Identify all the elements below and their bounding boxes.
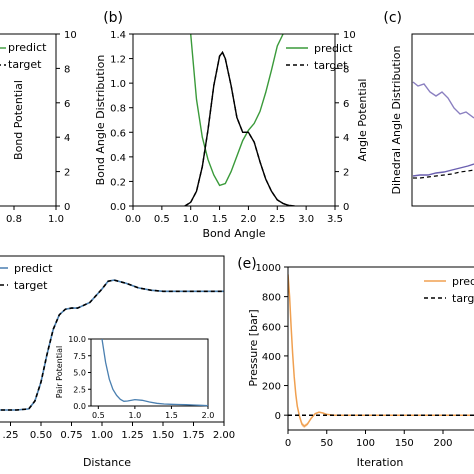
panel-e-y-tick-label: 800 [262, 293, 281, 304]
panel-d-x-tick-label: 0.75 [60, 430, 82, 441]
panel-b-x-tick-label: 1.0 [183, 214, 199, 225]
panel-a-right-tick-label: 2 [64, 168, 70, 179]
panel-b-legend-label-0: predict [314, 42, 353, 55]
panel-d-x-tick-label: 2.00 [213, 430, 235, 441]
panel-d-frame [0, 255, 225, 423]
panel-c-series-blue-line [412, 163, 474, 177]
panel-d-inset-x-tick-label: 1.0 [129, 411, 142, 420]
panel-d-legend-label-1: target [14, 279, 48, 292]
panel-e-predict-band [288, 269, 474, 429]
panel-a-right-tick-label: 0 [64, 202, 70, 213]
panel-d-x-tick-label: .25 [3, 430, 19, 441]
panel-a-right-tick-label: 10 [64, 30, 77, 41]
panel-c-series-purple-line [412, 81, 474, 119]
panel-b-y-tick-label: 0.6 [110, 128, 126, 139]
panel-b-x-tick-label: 0.5 [154, 214, 170, 225]
panel-b-y-tick-label: 1.2 [110, 55, 126, 66]
panel-b-x-tick-label: 2.5 [269, 214, 285, 225]
panel-a-x-tick-label: 0.8 [6, 214, 22, 225]
panel-b-right-ylabel: Angle Potential [356, 79, 369, 162]
panel-e-predict-line [288, 274, 474, 428]
panel-b-distribution-target-line [184, 51, 295, 206]
panel-b-ylabel: Bond Angle Distribution [94, 55, 107, 186]
panel-b-y-tick-label: 0.4 [110, 153, 126, 164]
panel-b-right-tick-label: 0 [343, 202, 349, 213]
panel-b-right-tick-label: 4 [343, 133, 349, 144]
panel-e-x-tick-label: 200 [433, 438, 452, 449]
panel-d-x-tick-label: 1.25 [121, 430, 143, 441]
panel-b-y-tick-label: 1.0 [110, 79, 126, 90]
panel-d-xlabel: Distance [83, 456, 131, 469]
panel-e-title: (e) [237, 256, 257, 272]
panel-a-x-tick-label: 1.0 [48, 214, 64, 225]
panel-e-frame [287, 266, 474, 431]
panel-d-inset-y-tick-label: 2.5 [73, 385, 86, 394]
panel-e-legend-label-1: targ [452, 292, 474, 305]
panel-e-y-tick-label: 400 [262, 352, 281, 363]
panel-e-x-tick-label: 150 [395, 438, 414, 449]
panel-e-xlabel: Iteration [357, 456, 404, 469]
panel-d-x-tick-label: 1.50 [152, 430, 174, 441]
panel-c-target-line [413, 169, 474, 179]
panel-b-x-tick-label: 0.0 [125, 214, 141, 225]
panel-d-inset-x-tick-label: 0.5 [92, 411, 105, 420]
panel-b-y-tick-label: 1.4 [110, 30, 126, 41]
panel-b-right-tick-label: 10 [343, 30, 356, 41]
panel-b-frame [132, 33, 336, 207]
panel-d-inset-y-tick-label: 10.0 [68, 335, 86, 344]
panel-c-title: (c) [383, 10, 402, 26]
panel-c-frame [411, 33, 474, 207]
panel-a-right-tick-label: 8 [64, 64, 70, 75]
panel-b-right-tick-label: 8 [343, 64, 349, 75]
panel-b-right-tick-label: 6 [343, 99, 349, 110]
panel-b-xlabel: Bond Angle [202, 227, 265, 240]
panel-b-x-tick-label: 2.0 [240, 214, 256, 225]
panel-b-y-tick-label: 0.8 [110, 104, 126, 115]
panel-d-x-tick-label: 0.50 [30, 430, 52, 441]
panel-d-inset-y-tick-label: 0.0 [73, 402, 86, 411]
panel-d-inset-y-tick-label: 5.0 [73, 369, 86, 378]
panel-d-legend-label-0: predict [14, 262, 53, 275]
panel-d-inset-potential-line [101, 338, 209, 407]
panel-a-frame [0, 33, 57, 207]
panel-b-y-tick-label: 0.0 [110, 202, 126, 213]
panel-d-x-tick-label: 1.00 [91, 430, 113, 441]
panel-a-right-tick-label: 4 [64, 133, 70, 144]
panel-d-inset-frame [90, 338, 209, 407]
panel-e-legend-label-0: predic [452, 275, 474, 288]
panel-a-right-tick-label: 6 [64, 99, 70, 110]
panel-d-target-line [0, 279, 224, 411]
panel-d-inset-x-tick-label: 2.0 [202, 411, 215, 420]
panel-a-legend-label-0: predict [8, 41, 47, 54]
panel-b-legend-label-1: target [314, 59, 348, 72]
panel-b-x-tick-label: 1.5 [212, 214, 228, 225]
panel-e-y-tick-label: 200 [262, 382, 281, 393]
panel-e-y-tick-label: 1000 [256, 263, 281, 274]
panel-e-y-tick-label: 0 [275, 411, 281, 422]
panel-b-x-tick-label: 3.0 [298, 214, 314, 225]
panel-e-x-tick-label: 100 [356, 438, 375, 449]
panel-e-x-tick-label: 50 [320, 438, 333, 449]
panel-d-x-tick-label: 1.75 [182, 430, 204, 441]
panel-e-ylabel: Pressure [bar] [247, 309, 260, 386]
panel-b-title: (b) [103, 10, 123, 26]
panel-d-inset-ylabel: Pair Potential [55, 346, 64, 398]
panel-b-y-tick-label: 0.2 [110, 177, 126, 188]
panel-d-inset-y-tick-label: 7.5 [73, 352, 86, 361]
panel-a-legend-label-1: target [8, 58, 42, 71]
panel-b-potential-predict-line [190, 34, 284, 187]
panel-b-right-tick-label: 2 [343, 168, 349, 179]
panel-b-plot-area [184, 34, 295, 206]
panel-c-ylabel: Dihedral Angle Distribution [390, 45, 403, 194]
panel-b-x-tick-label: 3.5 [327, 214, 343, 225]
panel-a-right-ylabel: Bond Potential [12, 80, 25, 160]
panel-d-inset-x-tick-label: 1.5 [165, 411, 178, 420]
panel-e-plot-area [288, 269, 474, 429]
panel-e-y-tick-label: 600 [262, 322, 281, 333]
panel-e-x-tick-label: 0 [285, 438, 291, 449]
